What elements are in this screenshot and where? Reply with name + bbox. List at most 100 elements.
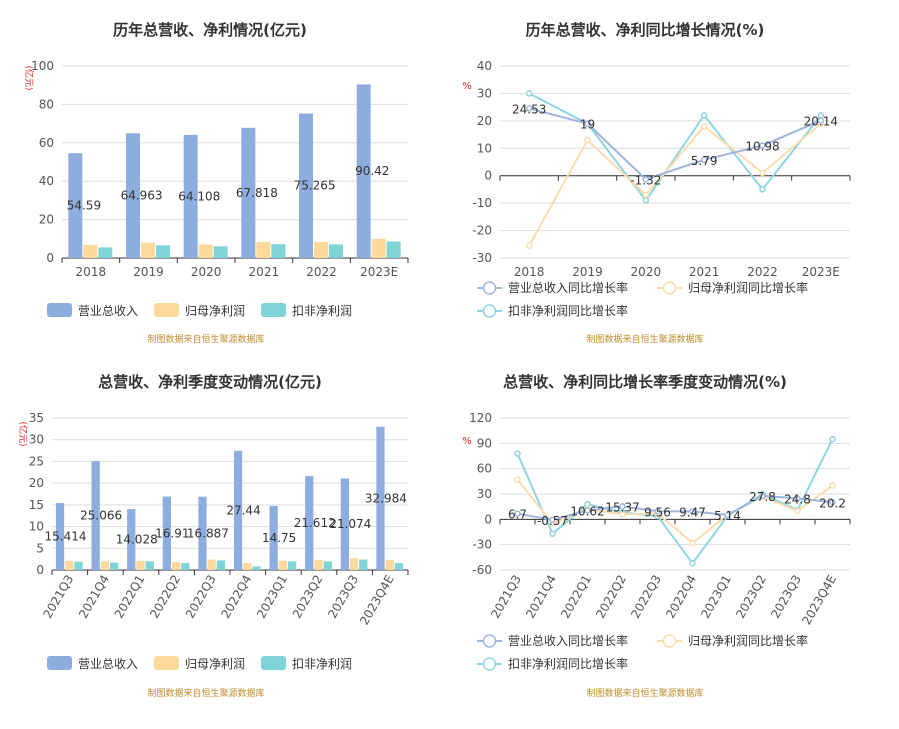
y-tick-label: 10 xyxy=(29,520,44,534)
x-tick-label: 2018 xyxy=(514,265,545,279)
legend-swatch xyxy=(154,656,179,670)
bar-value-label: 15.414 xyxy=(45,530,87,544)
x-tick-label: 2023Q3 xyxy=(768,573,804,621)
bar-revenue xyxy=(126,133,141,258)
bar-deducted-profit xyxy=(213,246,228,258)
series-point xyxy=(514,476,521,483)
bar-revenue xyxy=(356,84,371,258)
bar-value-label: 21.074 xyxy=(329,517,371,531)
line-value-label: 10.62 xyxy=(570,504,604,518)
source-note: 制图数据来自恒生聚源数据库 xyxy=(147,333,264,345)
bar-deducted-profit xyxy=(252,566,261,570)
bar-parent-profit xyxy=(198,244,213,258)
x-tick-label: 2023Q2 xyxy=(733,573,769,621)
legend-swatch xyxy=(261,656,286,670)
x-tick-label: 2020 xyxy=(631,265,662,279)
x-tick-label: 2022Q4 xyxy=(218,573,254,621)
legend-marker xyxy=(482,634,497,648)
y-tick-label: 90 xyxy=(477,436,492,450)
series-point xyxy=(514,450,521,457)
bar-parent-profit xyxy=(83,244,98,258)
bar-deducted-profit xyxy=(271,244,286,258)
y-axis-unit-label: (亿元) xyxy=(17,421,29,446)
series-line-parent-profit xyxy=(516,479,834,545)
bar-parent-profit xyxy=(256,242,271,258)
x-tick-label: 2019 xyxy=(572,265,603,279)
series-point xyxy=(689,559,696,567)
y-tick-label: 0 xyxy=(484,169,492,183)
line-value-label: 19 xyxy=(580,118,595,132)
line-value-label: -0.57 xyxy=(537,514,568,528)
series-point xyxy=(829,499,836,506)
legend-marker xyxy=(482,281,497,295)
series-point xyxy=(794,495,801,502)
bar-deducted-profit xyxy=(359,559,368,570)
bar-deducted-profit xyxy=(288,561,297,570)
y-tick-label: 35 xyxy=(29,411,44,425)
y-tick-label: 40 xyxy=(39,174,54,188)
bar-deducted-profit xyxy=(394,563,404,570)
legend-marker xyxy=(482,304,497,318)
bar-value-label: 64.963 xyxy=(121,189,163,203)
bar-parent-profit xyxy=(314,241,328,258)
y-tick-label: 0 xyxy=(46,251,54,265)
legend-label: 营业总收入 xyxy=(78,304,138,318)
x-tick-label: 2022 xyxy=(747,265,778,279)
chart-panel-annual_growth: 历年总营收、净利同比增长情况(%)% -30 -20 -10 0 10 20 30 40 2018… xyxy=(462,21,851,345)
chart-title: 历年总营收、净利同比增长情况(%) xyxy=(526,21,765,39)
line-value-label: -1.32 xyxy=(630,173,661,187)
series-point xyxy=(759,186,766,193)
y-axis-unit-label: % xyxy=(462,81,472,92)
series-point xyxy=(584,120,591,127)
series-point xyxy=(654,508,661,515)
legend-swatch xyxy=(47,656,72,670)
x-tick-label: 2021Q4 xyxy=(76,573,112,621)
series-point xyxy=(700,156,708,164)
y-tick-label: 10 xyxy=(477,141,492,155)
series-point xyxy=(642,176,650,183)
series-point xyxy=(759,492,766,500)
bar-revenue xyxy=(55,503,65,570)
y-tick-label: 30 xyxy=(29,433,44,447)
series-line-deducted-profit xyxy=(516,438,834,565)
bar-value-label: 64.108 xyxy=(178,189,220,203)
bar-deducted-profit xyxy=(386,241,401,258)
chart-title: 总营收、净利季度变动情况(亿元) xyxy=(98,373,322,391)
legend-label: 营业总收入同比增长率 xyxy=(508,633,628,648)
bar-deducted-profit xyxy=(216,560,226,570)
bar-parent-profit xyxy=(171,562,181,570)
series-point xyxy=(549,530,556,537)
x-tick-label: 2021Q4 xyxy=(523,573,559,621)
legend-swatch xyxy=(47,303,72,317)
series-point xyxy=(642,191,650,199)
y-tick-label: -20 xyxy=(472,224,492,238)
y-tick-label: 20 xyxy=(477,114,492,128)
x-tick-label: 2023Q2 xyxy=(290,573,326,621)
series-point xyxy=(689,508,696,515)
bar-revenue xyxy=(305,476,314,570)
chart-panel-quarterly_growth: 总营收、净利同比增长率季度变动情况(%)% -60 -30 0 30 60 90 120 202… xyxy=(462,373,851,699)
bar-revenue xyxy=(269,505,278,570)
y-tick-label: 25 xyxy=(29,454,44,468)
y-tick-label: -30 xyxy=(472,251,492,265)
bar-revenue xyxy=(127,509,136,570)
line-value-label: 15.37 xyxy=(605,500,639,514)
bar-value-label: 90.42 xyxy=(355,164,389,178)
bar-revenue xyxy=(198,496,207,570)
bar-revenue xyxy=(241,127,256,259)
bar-revenue xyxy=(233,450,243,570)
bar-revenue xyxy=(376,426,385,570)
legend-label: 扣非净利润 xyxy=(292,304,352,318)
y-tick-label: 20 xyxy=(29,476,44,490)
series-point xyxy=(700,112,708,119)
series-line-revenue xyxy=(528,107,822,181)
series-point xyxy=(724,511,731,519)
legend-label: 归母净利润 xyxy=(185,304,245,318)
bar-revenue xyxy=(162,496,171,570)
y-tick-label: 30 xyxy=(477,487,492,501)
series-point xyxy=(700,123,708,130)
x-tick-label: 2023Q1 xyxy=(254,573,290,621)
series-point xyxy=(525,242,533,249)
bar-deducted-profit xyxy=(145,561,154,570)
